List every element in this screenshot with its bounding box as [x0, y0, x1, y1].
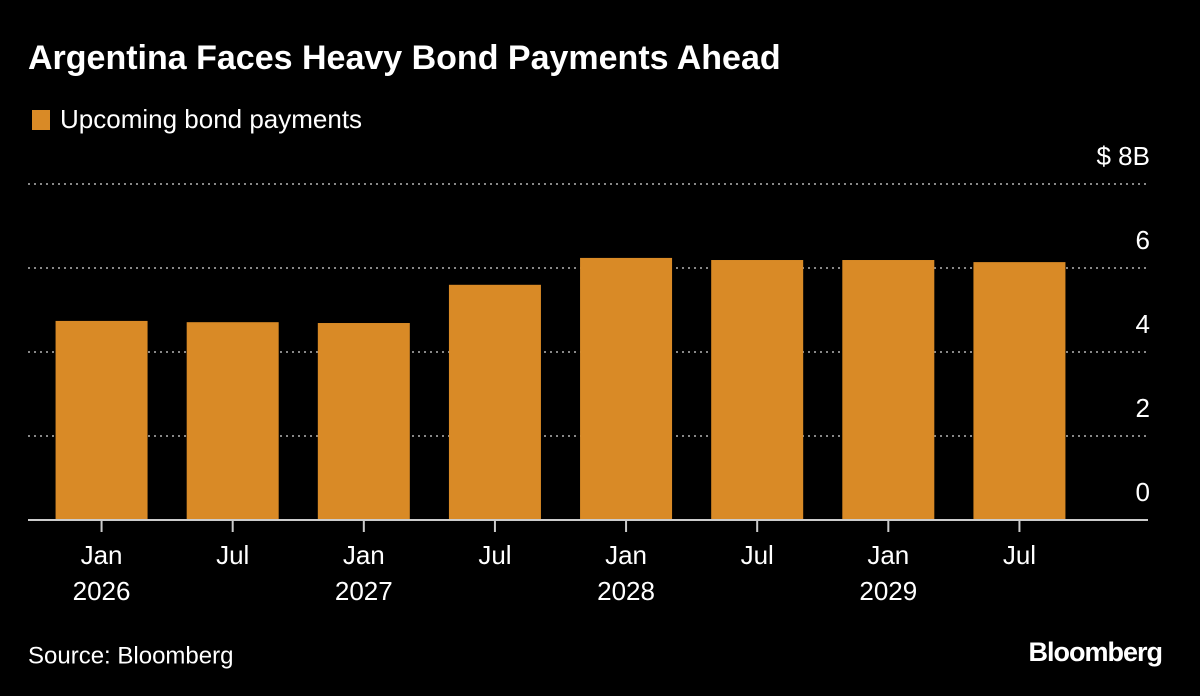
y-tick-label: 4: [1136, 309, 1150, 339]
bar: [186, 322, 279, 520]
x-tick-label: Jul: [741, 540, 774, 570]
y-tick-label: 6: [1136, 225, 1150, 255]
x-tick-label: Jul: [478, 540, 511, 570]
x-tick-label: Jan 2027: [335, 540, 393, 606]
x-tick-label: Jul: [216, 540, 249, 570]
legend-swatch: [32, 110, 50, 130]
y-tick-label: 2: [1136, 393, 1150, 423]
legend-label: Upcoming bond payments: [60, 104, 362, 134]
bar: [448, 284, 541, 520]
y-tick-label: $ 8B: [1097, 141, 1151, 171]
x-tick-label: Jan 2028: [597, 540, 655, 606]
bar: [55, 320, 148, 520]
x-tick-label: Jul: [1003, 540, 1036, 570]
bar: [711, 260, 804, 520]
bar: [973, 262, 1066, 520]
brand: Bloomberg: [1028, 637, 1162, 667]
y-tick-label: 0: [1136, 477, 1150, 507]
source: Source: Bloomberg: [28, 642, 233, 669]
x-tick-label: Jan 2029: [859, 540, 917, 606]
bar: [317, 323, 410, 520]
bar: [842, 260, 935, 520]
bar: [580, 257, 673, 520]
x-tick-label: Jan 2026: [73, 540, 131, 606]
chart-title: Argentina Faces Heavy Bond Payments Ahea…: [28, 39, 781, 77]
